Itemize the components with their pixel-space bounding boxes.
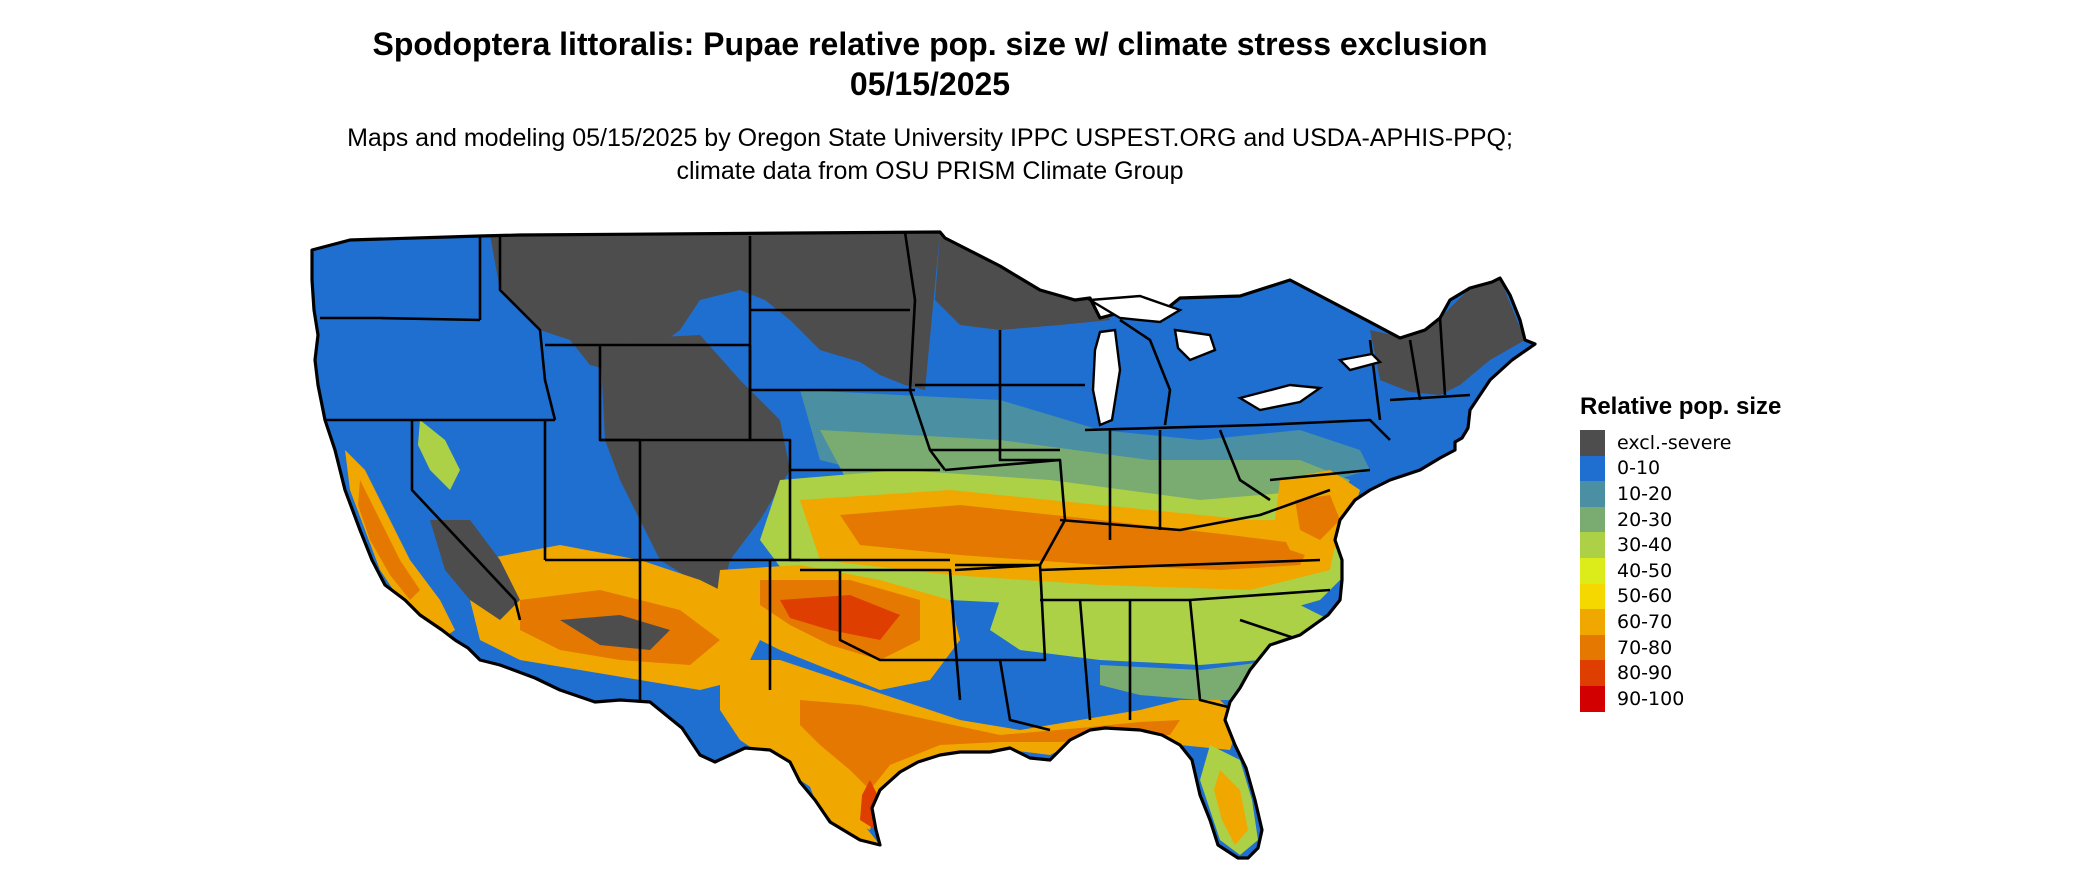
legend-label: excl.-severe xyxy=(1617,431,1732,454)
legend-swatch xyxy=(1580,506,1605,533)
legend-label: 90-100 xyxy=(1617,687,1685,710)
map-title: Spodoptera littoralis: Pupae relative po… xyxy=(372,26,1488,102)
legend-swatch xyxy=(1580,609,1605,635)
legend-label: 50-60 xyxy=(1617,585,1673,608)
legend-item: 50-60 xyxy=(1580,583,1781,610)
legend-label: 0-10 xyxy=(1617,457,1661,480)
legend-item: 60-70 xyxy=(1580,609,1781,635)
map-legend: Relative pop. size excl.-severe 0-10 10-20… xyxy=(1580,392,1781,712)
legend-swatch xyxy=(1580,634,1605,661)
legend-swatch xyxy=(1580,660,1605,686)
legend-item: excl.-severe xyxy=(1580,430,1781,456)
legend-item: 0-10 xyxy=(1580,455,1781,482)
legend-label: 60-70 xyxy=(1617,610,1673,633)
legend-swatch xyxy=(1580,430,1605,456)
legend-swatch xyxy=(1580,583,1605,610)
legend-swatch xyxy=(1580,481,1605,507)
legend-item: 30-40 xyxy=(1580,532,1781,558)
legend-item: 70-80 xyxy=(1580,634,1781,661)
legend-item: 10-20 xyxy=(1580,481,1781,507)
legend-label: 40-50 xyxy=(1617,559,1673,582)
map-subtitle: Maps and modeling 05/15/2025 by Oregon S… xyxy=(347,124,1513,185)
legend-swatch xyxy=(1580,532,1605,558)
us-map xyxy=(300,220,1560,890)
legend-label: 30-40 xyxy=(1617,534,1673,557)
legend-label: 70-80 xyxy=(1617,636,1673,659)
legend-swatch xyxy=(1580,455,1605,482)
legend-item: 40-50 xyxy=(1580,557,1781,584)
legend-item: 90-100 xyxy=(1580,685,1781,712)
legend-swatch xyxy=(1580,557,1605,584)
legend-label: 10-20 xyxy=(1617,482,1673,505)
legend-swatch xyxy=(1580,685,1605,712)
legend-title: Relative pop. size xyxy=(1580,393,1782,420)
legend-label: 20-30 xyxy=(1617,508,1673,531)
legend-item: 80-90 xyxy=(1580,660,1781,686)
legend-items: excl.-severe 0-10 10-20 20-30 30-40 40-50 50-6… xyxy=(1580,430,1781,712)
legend-label: 80-90 xyxy=(1617,662,1673,685)
legend-item: 20-30 xyxy=(1580,506,1781,533)
